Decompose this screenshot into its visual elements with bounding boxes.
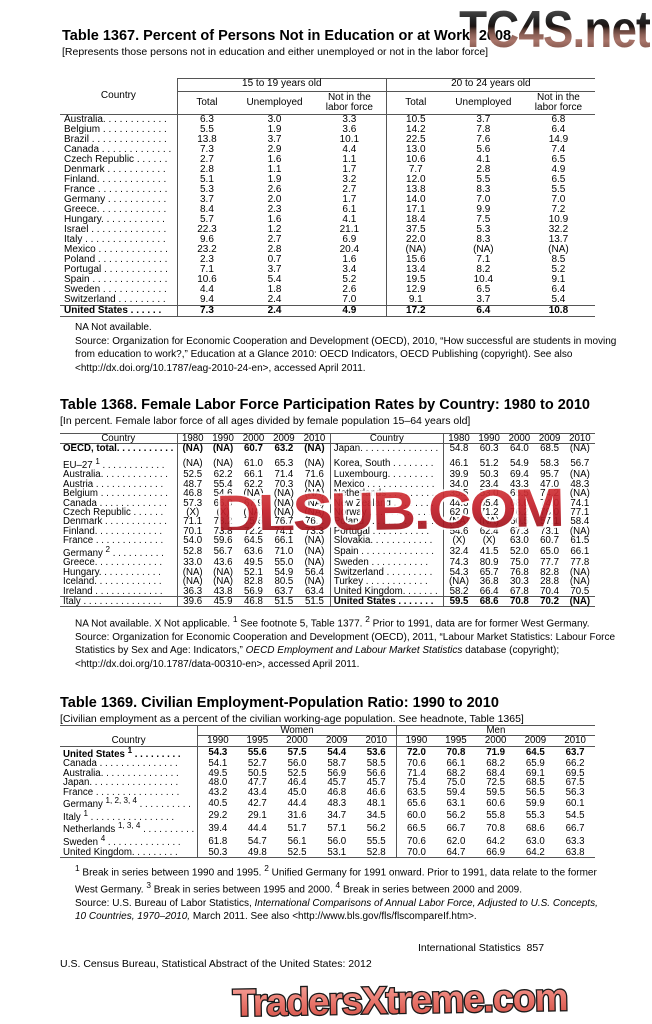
svg-text:TradersXtreme.com: TradersXtreme.com xyxy=(232,977,567,1024)
svg-text:DLSUB.COM: DLSUB.COM xyxy=(216,478,563,530)
